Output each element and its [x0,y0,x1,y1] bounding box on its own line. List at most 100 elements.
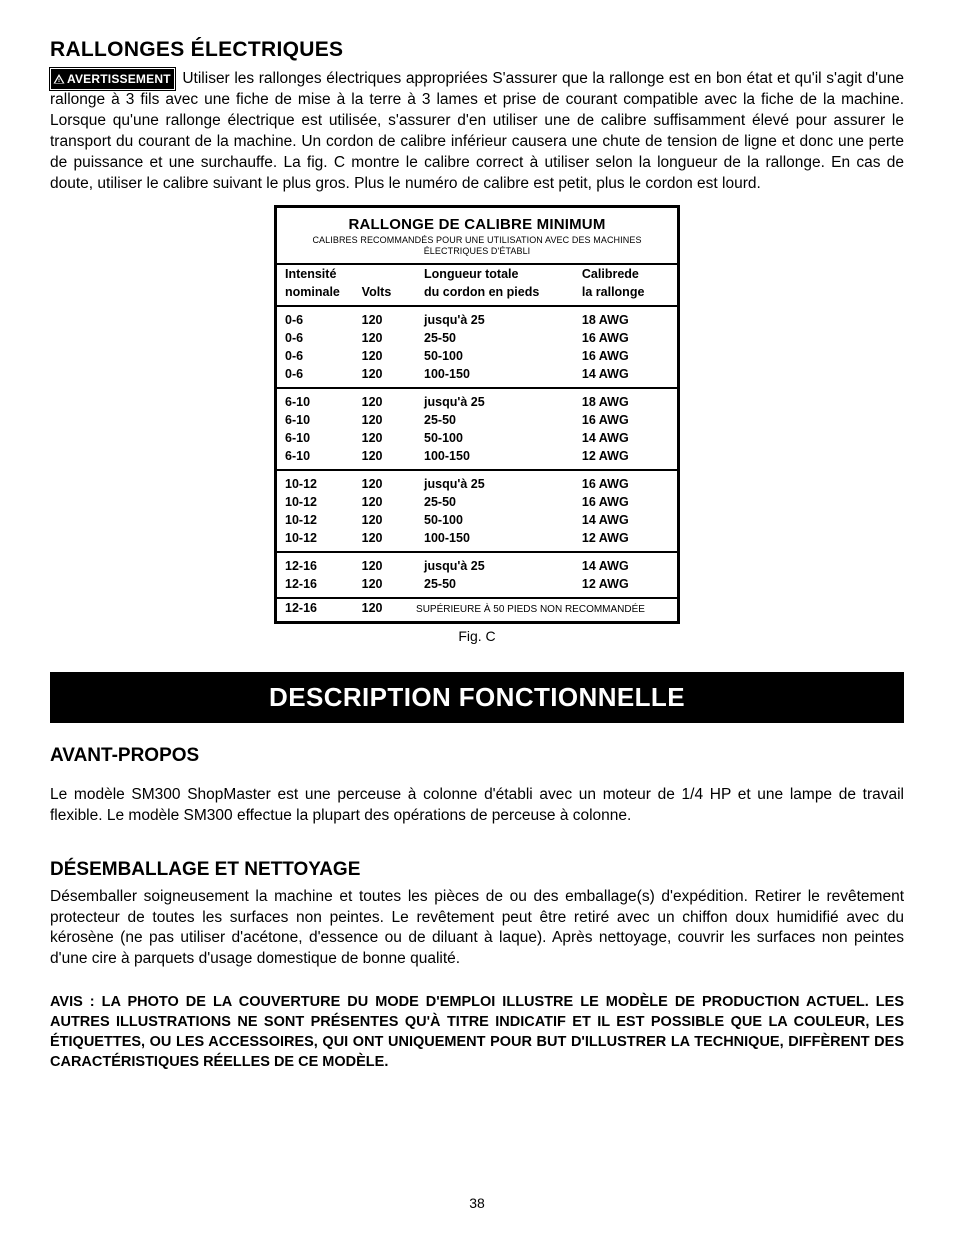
cell-length: 25-50 [416,575,574,598]
cell-amperage: 10-12 [277,470,362,493]
cell-gauge: 14 AWG [574,552,677,575]
cell-amperage: 10-12 [277,511,362,529]
section-bar-description: DESCRIPTION FONCTIONNELLE [50,672,904,723]
cell-gauge: 18 AWG [574,388,677,411]
table-row: 0-612025-5016 AWG [277,329,677,347]
cell-volts: 120 [362,575,416,598]
cell-gauge: 18 AWG [574,306,677,329]
cell-volts: 120 [362,447,416,470]
table-subtitle: CALIBRES RECOMMANDÉS POUR UNE UTILISATIO… [277,235,677,264]
table-row: 12-16 120 SUPÉRIEURE À 50 PIEDS NON RECO… [277,598,677,621]
cell-volts: 120 [362,511,416,529]
section-heading-rallonges: RALLONGES ÉLECTRIQUES [50,38,904,62]
warning-badge-label: AVERTISSEMENT [67,71,171,87]
table-title: RALLONGE DE CALIBRE MINIMUM [277,208,677,235]
page-number: 38 [0,1195,954,1211]
cell-gauge: 12 AWG [574,529,677,552]
table-row: 10-1212050-10014 AWG [277,511,677,529]
hdr-length-2: du cordon en pieds [416,283,574,306]
gauge-table: RALLONGE DE CALIBRE MINIMUM CALIBRES REC… [274,205,680,624]
cell-volts: 120 [362,429,416,447]
cell-volts: 120 [362,411,416,429]
cell-volts: 120 [362,470,416,493]
cell-volts: 120 [362,329,416,347]
hdr-volts-blank [362,264,416,283]
cell-volts: 120 [362,365,416,388]
cell-amperage: 6-10 [277,411,362,429]
section-body-rallonges: AVERTISSEMENT Utiliser les rallonges éle… [50,68,904,195]
cell-amperage: 6-10 [277,388,362,411]
subsection-heading-desemballage: DÉSEMBALLAGE ET NETTOYAGE [50,859,904,881]
table-row: 10-12120100-15012 AWG [277,529,677,552]
table-row: 0-6120jusqu'à 2518 AWG [277,306,677,329]
cell-volts: 120 [362,388,416,411]
table-row: 12-1612025-5012 AWG [277,575,677,598]
cell-amperage: 10-12 [277,493,362,511]
hdr-gauge: Calibrede [574,264,677,283]
gauge-table-container: RALLONGE DE CALIBRE MINIMUM CALIBRES REC… [50,205,904,624]
notice-paragraph: AVIS : LA PHOTO DE LA COUVERTURE DU MODE… [50,992,904,1072]
cell-length: jusqu'à 25 [416,388,574,411]
table-row: 10-1212025-5016 AWG [277,493,677,511]
cell-length: 100-150 [416,529,574,552]
table-header-row-2: nominale Volts du cordon en pieds la ral… [277,283,677,306]
table-row: 0-6120100-15014 AWG [277,365,677,388]
hdr-amperage-2: nominale [277,283,362,306]
cell-gauge: 16 AWG [574,411,677,429]
hdr-length: Longueur totale [416,264,574,283]
table-row: 6-1012050-10014 AWG [277,429,677,447]
cell-amperage: 12-16 [277,575,362,598]
cell-gauge: 12 AWG [574,447,677,470]
cell-length: 25-50 [416,493,574,511]
cell-amperage: 0-6 [277,329,362,347]
cell-length: jusqu'à 25 [416,306,574,329]
figure-caption: Fig. C [50,628,904,644]
cell-amperage: 12-16 [277,598,362,621]
cell-volts: 120 [362,598,416,621]
cell-length: 100-150 [416,365,574,388]
cell-gauge: 14 AWG [574,511,677,529]
warning-badge: AVERTISSEMENT [50,68,175,90]
hdr-amperage: Intensité [277,264,362,283]
cell-length: 25-50 [416,329,574,347]
cell-amperage: 12-16 [277,552,362,575]
cell-gauge: 16 AWG [574,329,677,347]
manual-page: RALLONGES ÉLECTRIQUES AVERTISSEMENT Util… [0,0,954,1235]
section-body-text: Utiliser les rallonges électriques appro… [50,70,904,192]
table-row: 10-12120jusqu'à 2516 AWG [277,470,677,493]
table-row: 6-1012025-5016 AWG [277,411,677,429]
table-row: 6-10120100-15012 AWG [277,447,677,470]
cell-gauge: 16 AWG [574,493,677,511]
avant-propos-body: Le modèle SM300 ShopMaster est une perce… [50,785,904,827]
cell-length: 50-100 [416,429,574,447]
table-row: 0-612050-10016 AWG [277,347,677,365]
cell-gauge: 12 AWG [574,575,677,598]
cell-volts: 120 [362,306,416,329]
cell-amperage: 0-6 [277,306,362,329]
cell-length: jusqu'à 25 [416,552,574,575]
table-row: 12-16120jusqu'à 2514 AWG [277,552,677,575]
cell-length: jusqu'à 25 [416,470,574,493]
table-body: 0-6120jusqu'à 2518 AWG0-612025-5016 AWG0… [277,306,677,598]
hdr-volts: Volts [362,283,416,306]
table-header-row: Intensité Longueur totale Calibrede [277,264,677,283]
cell-amperage: 0-6 [277,347,362,365]
cell-gauge: 14 AWG [574,429,677,447]
cell-volts: 120 [362,529,416,552]
cell-gauge: 16 AWG [574,347,677,365]
table-row: 6-10120jusqu'à 2518 AWG [277,388,677,411]
cell-length: 100-150 [416,447,574,470]
cell-length: 25-50 [416,411,574,429]
cell-amperage: 0-6 [277,365,362,388]
hdr-gauge-2: la rallonge [574,283,677,306]
cell-volts: 120 [362,347,416,365]
cell-gauge: 14 AWG [574,365,677,388]
desemballage-body: Désemballer soigneusement la machine et … [50,887,904,971]
cell-amperage: 6-10 [277,447,362,470]
cell-volts: 120 [362,493,416,511]
cell-amperage: 6-10 [277,429,362,447]
subsection-heading-avant-propos: AVANT-PROPOS [50,745,904,767]
cell-volts: 120 [362,552,416,575]
cell-amperage: 10-12 [277,529,362,552]
table-grid: Intensité Longueur totale Calibrede nomi… [277,263,677,621]
